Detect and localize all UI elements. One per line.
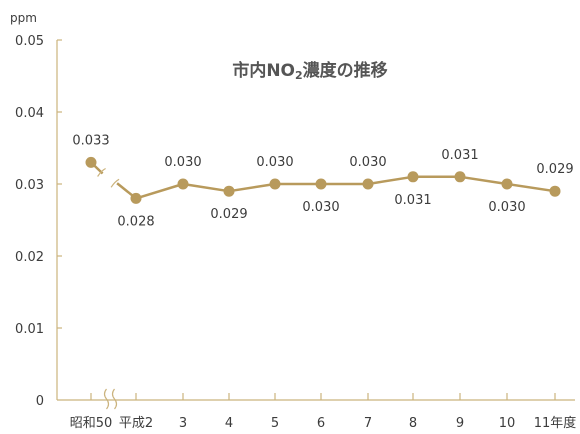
x-tick-label: 8 xyxy=(409,416,417,431)
data-label: 0.030 xyxy=(256,155,293,170)
data-label: 0.030 xyxy=(488,200,525,215)
data-point xyxy=(501,178,513,190)
series-polyline xyxy=(135,175,556,200)
x-ticks: 昭和50 平成2 3 4 5 6 7 8 9 10 11年度 xyxy=(70,388,577,431)
data-point xyxy=(362,178,374,190)
data-label: 0.029 xyxy=(536,162,573,177)
data-point xyxy=(85,156,97,168)
y-tick-label: 0.05 xyxy=(15,34,44,49)
data-label: 0.029 xyxy=(210,207,247,222)
data-label: 0.028 xyxy=(117,214,154,229)
axes xyxy=(56,40,575,401)
y-tick-label: 0.01 xyxy=(15,322,44,337)
data-point xyxy=(315,178,327,190)
x-axis-break-mark xyxy=(103,388,110,410)
y-tick-label: 0.03 xyxy=(15,178,44,193)
x-tick-label: 昭和50 xyxy=(70,416,113,431)
series-line xyxy=(85,156,561,204)
y-tick-label: 0 xyxy=(36,394,44,409)
data-label: 0.030 xyxy=(349,155,386,170)
data-point xyxy=(407,171,419,183)
data-label: 0.033 xyxy=(72,133,109,148)
series-break-mark xyxy=(97,167,106,177)
data-label: 0.030 xyxy=(302,200,339,215)
y-tick-label: 0.04 xyxy=(15,106,44,121)
data-label: 0.030 xyxy=(164,155,201,170)
chart-title-subscript: 2 xyxy=(295,69,303,82)
x-tick-label: 5 xyxy=(271,416,279,431)
data-point xyxy=(223,185,235,197)
data-label: 0.031 xyxy=(394,193,431,208)
data-label: 0.031 xyxy=(441,148,478,163)
x-tick-label: 9 xyxy=(456,416,464,431)
data-labels: 0.033 0.028 0.030 0.029 0.030 0.030 0.030 0.031… xyxy=(72,133,573,229)
x-tick-label: 11年度 xyxy=(534,415,577,431)
y-axis-unit-label: ppm xyxy=(10,11,37,25)
x-tick-label: 平成2 xyxy=(119,416,153,431)
chart-title-prefix: 市内NO xyxy=(232,60,295,81)
x-tick-label: 6 xyxy=(317,416,325,431)
x-tick-label: 10 xyxy=(499,416,516,431)
y-ticks: 0 0.01 0.02 0.03 0.04 0.05 xyxy=(15,34,62,409)
data-point xyxy=(454,171,466,183)
x-axis-break-mark xyxy=(111,388,118,410)
x-tick-label: 7 xyxy=(364,416,372,431)
y-tick-label: 0.02 xyxy=(15,250,44,265)
x-tick-label: 4 xyxy=(225,416,233,431)
data-point xyxy=(130,192,142,204)
x-tick-label: 3 xyxy=(179,416,187,431)
data-point xyxy=(269,178,281,190)
data-point xyxy=(177,178,189,190)
series-break-mark xyxy=(110,178,120,188)
data-point xyxy=(549,185,561,197)
chart-title: 市内NO2濃度の推移 xyxy=(232,60,387,82)
chart-title-suffix: 濃度の推移 xyxy=(303,60,388,81)
